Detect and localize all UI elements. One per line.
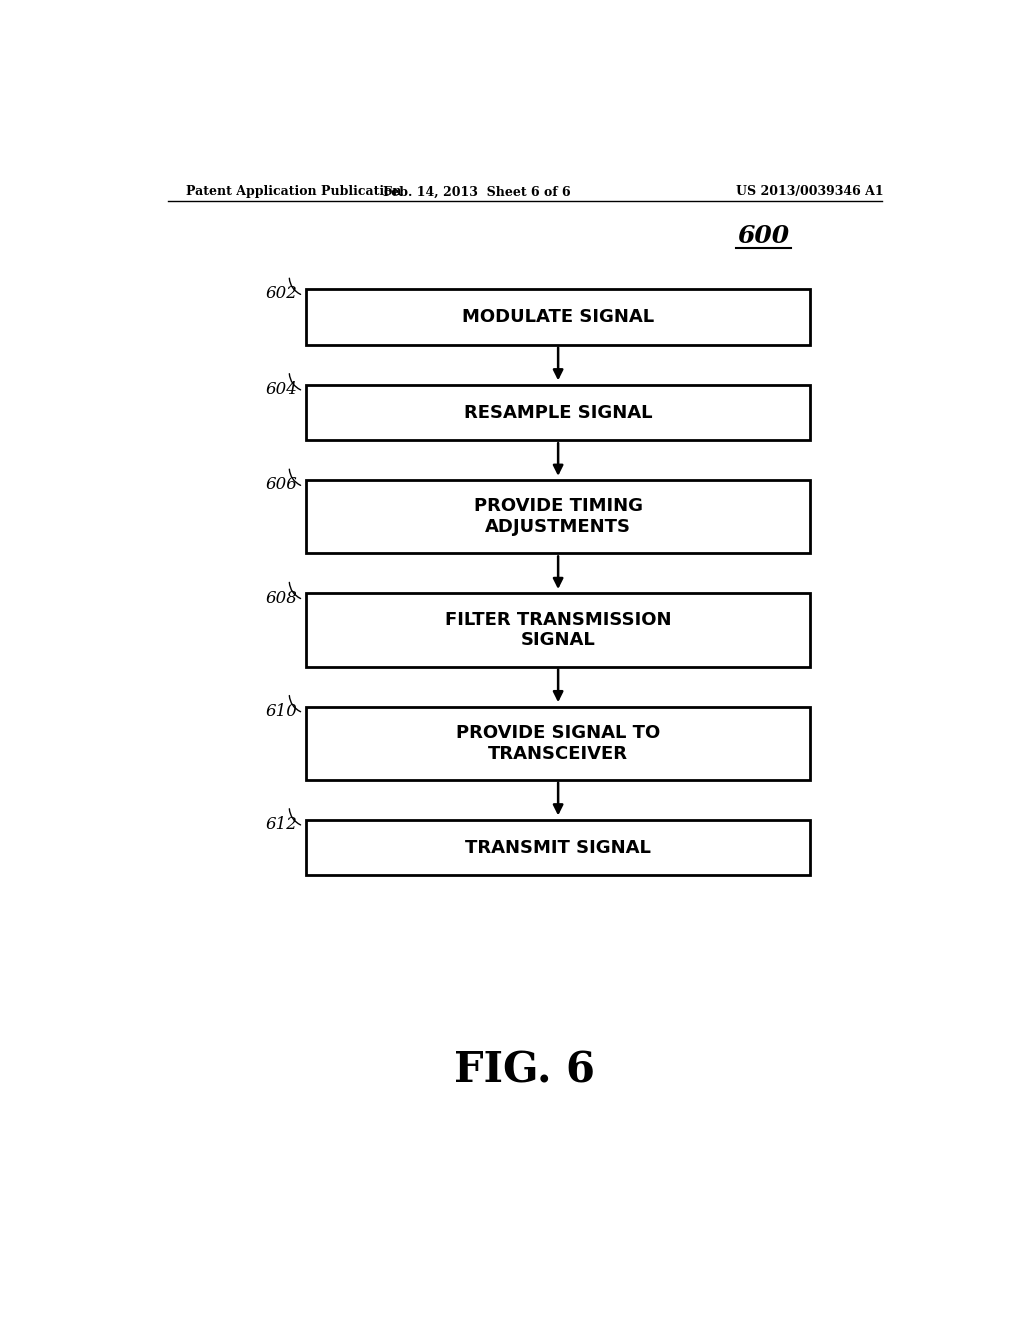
Bar bbox=[306, 594, 810, 667]
Text: PROVIDE TIMING
ADJUSTMENTS: PROVIDE TIMING ADJUSTMENTS bbox=[474, 498, 643, 536]
Bar bbox=[306, 385, 810, 441]
Bar bbox=[306, 480, 810, 553]
Text: 606: 606 bbox=[265, 477, 297, 494]
Bar bbox=[306, 706, 810, 780]
Text: 602: 602 bbox=[265, 285, 297, 302]
Text: US 2013/0039346 A1: US 2013/0039346 A1 bbox=[736, 185, 884, 198]
Text: RESAMPLE SIGNAL: RESAMPLE SIGNAL bbox=[464, 404, 652, 421]
Text: PROVIDE SIGNAL TO
TRANSCEIVER: PROVIDE SIGNAL TO TRANSCEIVER bbox=[456, 723, 660, 763]
Text: 608: 608 bbox=[265, 590, 297, 607]
Text: 600: 600 bbox=[737, 224, 790, 248]
Bar bbox=[306, 289, 810, 345]
Text: MODULATE SIGNAL: MODULATE SIGNAL bbox=[462, 308, 654, 326]
Text: Patent Application Publication: Patent Application Publication bbox=[186, 185, 401, 198]
Text: FILTER TRANSMISSION
SIGNAL: FILTER TRANSMISSION SIGNAL bbox=[444, 611, 672, 649]
Bar bbox=[306, 820, 810, 875]
Text: 610: 610 bbox=[265, 702, 297, 719]
Text: 612: 612 bbox=[265, 816, 297, 833]
Text: 604: 604 bbox=[265, 381, 297, 397]
Text: Feb. 14, 2013  Sheet 6 of 6: Feb. 14, 2013 Sheet 6 of 6 bbox=[383, 185, 570, 198]
Text: FIG. 6: FIG. 6 bbox=[455, 1049, 595, 1092]
Text: TRANSMIT SIGNAL: TRANSMIT SIGNAL bbox=[465, 838, 651, 857]
